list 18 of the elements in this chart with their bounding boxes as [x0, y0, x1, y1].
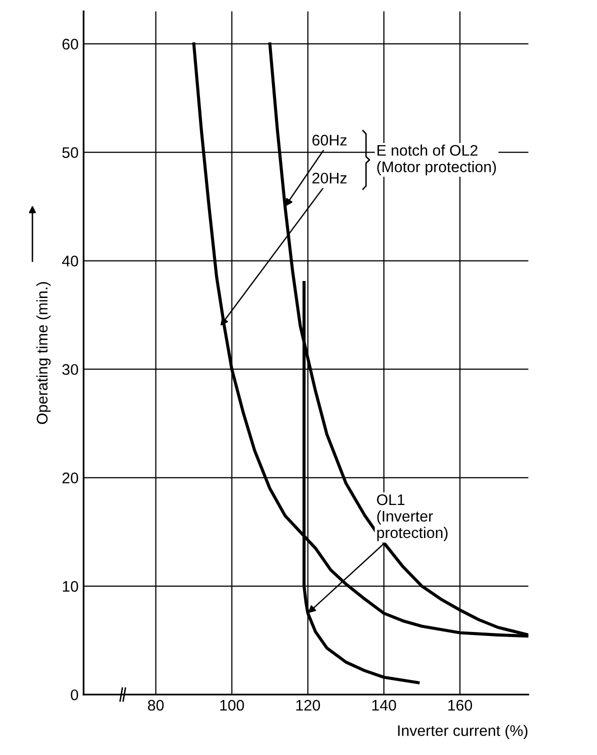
x-tick-label: 160 — [448, 700, 472, 711]
x-tick-label: 140 — [372, 700, 396, 711]
x-tick-label: 100 — [220, 700, 244, 711]
y-axis-title: Operating time (min.) — [36, 282, 51, 424]
y-tick-label: 60 — [62, 38, 78, 50]
y-tick-label: 40 — [62, 256, 78, 266]
annotation: OL1 (Inverter protection) — [377, 494, 448, 542]
y-tick-label: 0 — [70, 689, 78, 700]
annotation: E notch of OL2 (Motor protection) — [377, 144, 496, 176]
y-tick-label: 20 — [62, 472, 78, 484]
y-tick-label: 10 — [62, 581, 78, 592]
x-tick-label: 80 — [148, 700, 164, 711]
y-tick-label: 30 — [62, 364, 78, 375]
y-tick-label: 50 — [62, 147, 78, 158]
x-tick-label: 120 — [296, 700, 320, 711]
x-axis-title: Inverter current (%) — [398, 724, 528, 740]
annotation: 20Hz — [312, 172, 347, 184]
annotation: 60Hz — [312, 134, 347, 146]
